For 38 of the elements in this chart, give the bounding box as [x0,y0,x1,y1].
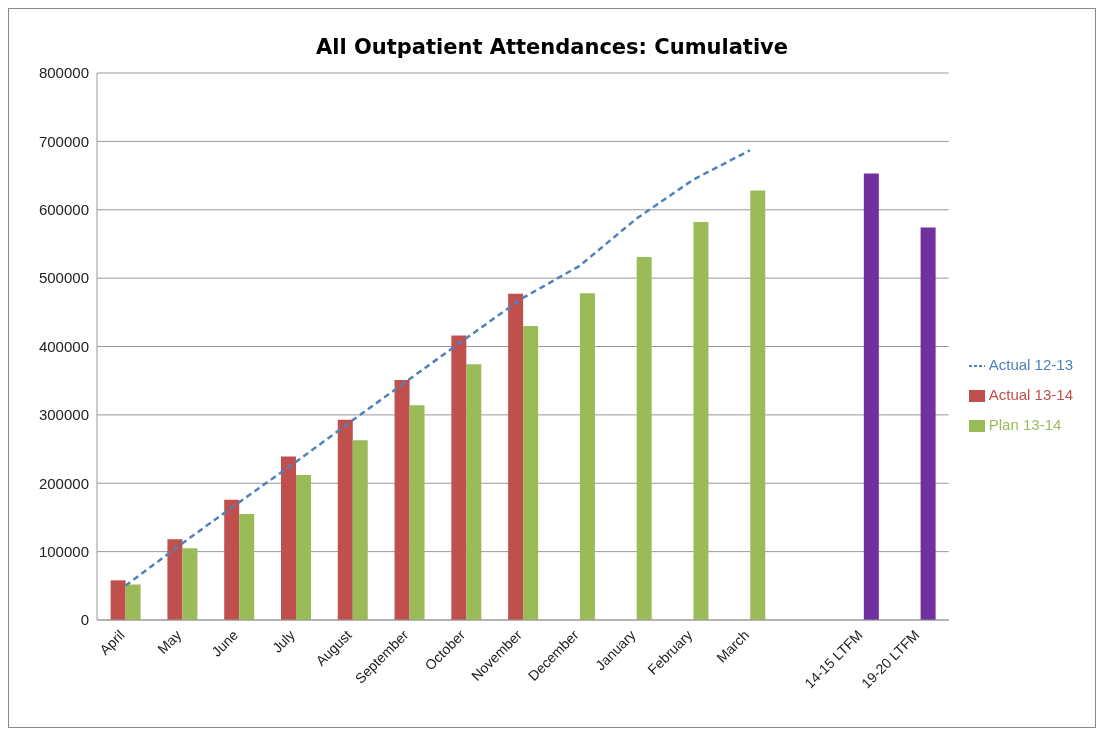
legend-label: Actual 13-14 [988,386,1073,403]
bar [508,293,524,620]
bar [750,190,766,620]
bar [693,222,709,620]
y-tick-label: 200000 [38,474,89,492]
bar [224,499,240,620]
line-series [124,149,752,588]
bar [125,584,141,620]
x-tick-label: May [154,626,185,657]
y-tick-label: 400000 [38,337,89,355]
y-tick-label: 800000 [38,64,89,82]
bar [295,475,311,620]
x-tick-label: July [268,626,298,656]
y-tick-label: 100000 [38,542,89,560]
chart-title: All Outpatient Attendances: Cumulative [314,35,790,61]
legend-label: Actual 12-13 [988,356,1073,373]
bar [182,548,198,620]
bar [352,440,368,620]
y-tick-label: 500000 [38,269,89,287]
bar [863,173,879,620]
y-tick-label: 300000 [38,406,89,424]
y-tick-label: 700000 [38,132,89,150]
bar [409,405,425,620]
bar [523,325,539,620]
bar [239,514,255,620]
bar [167,539,183,620]
y-tick-label: 600000 [38,201,89,219]
legend-label: Plan 13-14 [988,416,1062,433]
bar [394,380,410,620]
bar [280,456,296,620]
bar [466,364,482,620]
y-tick-label: 0 [80,611,89,629]
bar [337,419,353,620]
bar [636,256,652,620]
bar [110,580,126,620]
bar [579,293,595,620]
bar [920,227,936,620]
bar [451,335,467,620]
